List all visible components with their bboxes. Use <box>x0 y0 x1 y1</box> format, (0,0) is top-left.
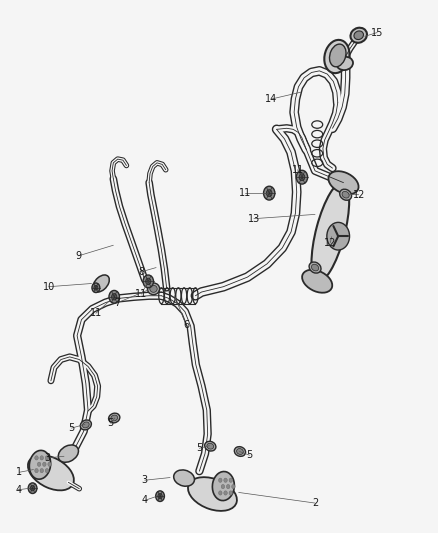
Text: 15: 15 <box>371 28 383 38</box>
Ellipse shape <box>205 441 216 451</box>
Circle shape <box>229 491 233 495</box>
Text: 14: 14 <box>265 94 278 104</box>
Ellipse shape <box>302 270 332 293</box>
Ellipse shape <box>350 28 367 43</box>
Circle shape <box>94 285 98 290</box>
Circle shape <box>40 456 43 460</box>
Ellipse shape <box>80 420 92 430</box>
Text: 10: 10 <box>42 282 55 292</box>
Ellipse shape <box>336 56 353 70</box>
Text: 1: 1 <box>16 467 22 477</box>
Ellipse shape <box>329 44 346 67</box>
Circle shape <box>42 462 46 466</box>
Text: 5: 5 <box>68 423 74 433</box>
Circle shape <box>146 278 151 285</box>
Circle shape <box>226 484 230 489</box>
Circle shape <box>264 186 275 200</box>
Ellipse shape <box>354 31 364 39</box>
Circle shape <box>28 483 37 494</box>
Circle shape <box>143 275 153 288</box>
Ellipse shape <box>237 449 244 455</box>
Circle shape <box>40 469 43 473</box>
Circle shape <box>229 478 233 482</box>
Ellipse shape <box>93 275 110 292</box>
Ellipse shape <box>311 264 318 271</box>
Circle shape <box>30 486 35 491</box>
Circle shape <box>219 478 222 482</box>
Ellipse shape <box>150 285 157 292</box>
Text: 11: 11 <box>135 289 148 299</box>
Ellipse shape <box>328 171 359 194</box>
Ellipse shape <box>342 191 349 198</box>
Ellipse shape <box>109 413 120 423</box>
Circle shape <box>112 294 117 300</box>
Text: 3: 3 <box>142 475 148 485</box>
Circle shape <box>45 469 49 473</box>
Text: 3: 3 <box>45 453 51 463</box>
Text: 5: 5 <box>247 450 253 460</box>
Circle shape <box>219 491 222 495</box>
Ellipse shape <box>174 470 194 486</box>
Text: 11: 11 <box>291 165 304 175</box>
Ellipse shape <box>207 443 214 449</box>
Circle shape <box>45 456 49 460</box>
Circle shape <box>109 290 120 303</box>
Text: 5: 5 <box>108 418 114 429</box>
Ellipse shape <box>234 447 246 456</box>
Circle shape <box>37 462 41 466</box>
Text: 12: 12 <box>324 238 336 247</box>
Text: 11: 11 <box>239 188 251 198</box>
Circle shape <box>299 174 305 181</box>
Ellipse shape <box>148 283 159 295</box>
Text: 4: 4 <box>142 495 148 505</box>
Text: 5: 5 <box>196 443 202 453</box>
Text: 9: 9 <box>75 251 81 261</box>
Circle shape <box>35 469 38 473</box>
Circle shape <box>327 222 350 250</box>
Ellipse shape <box>324 40 350 73</box>
Circle shape <box>48 462 51 466</box>
Ellipse shape <box>58 445 78 462</box>
Ellipse shape <box>311 182 349 281</box>
Ellipse shape <box>29 450 51 479</box>
Ellipse shape <box>212 472 234 500</box>
Text: 8: 8 <box>138 267 145 277</box>
Circle shape <box>224 491 227 495</box>
Text: 13: 13 <box>248 214 260 224</box>
Ellipse shape <box>111 415 117 421</box>
Circle shape <box>296 170 307 184</box>
Circle shape <box>35 456 38 460</box>
Circle shape <box>155 491 164 502</box>
Ellipse shape <box>28 455 74 490</box>
Ellipse shape <box>188 477 237 511</box>
Text: 4: 4 <box>15 485 21 495</box>
Text: 12: 12 <box>353 190 365 200</box>
Ellipse shape <box>309 262 321 273</box>
Circle shape <box>158 494 162 499</box>
Circle shape <box>92 283 100 293</box>
Circle shape <box>224 478 227 482</box>
Circle shape <box>266 190 272 197</box>
Text: 11: 11 <box>90 308 102 318</box>
Text: 6: 6 <box>183 320 189 330</box>
Ellipse shape <box>339 189 352 200</box>
Circle shape <box>232 484 235 489</box>
Circle shape <box>221 484 225 489</box>
Text: 2: 2 <box>312 498 318 508</box>
Ellipse shape <box>82 422 89 428</box>
Text: 7: 7 <box>115 297 121 308</box>
